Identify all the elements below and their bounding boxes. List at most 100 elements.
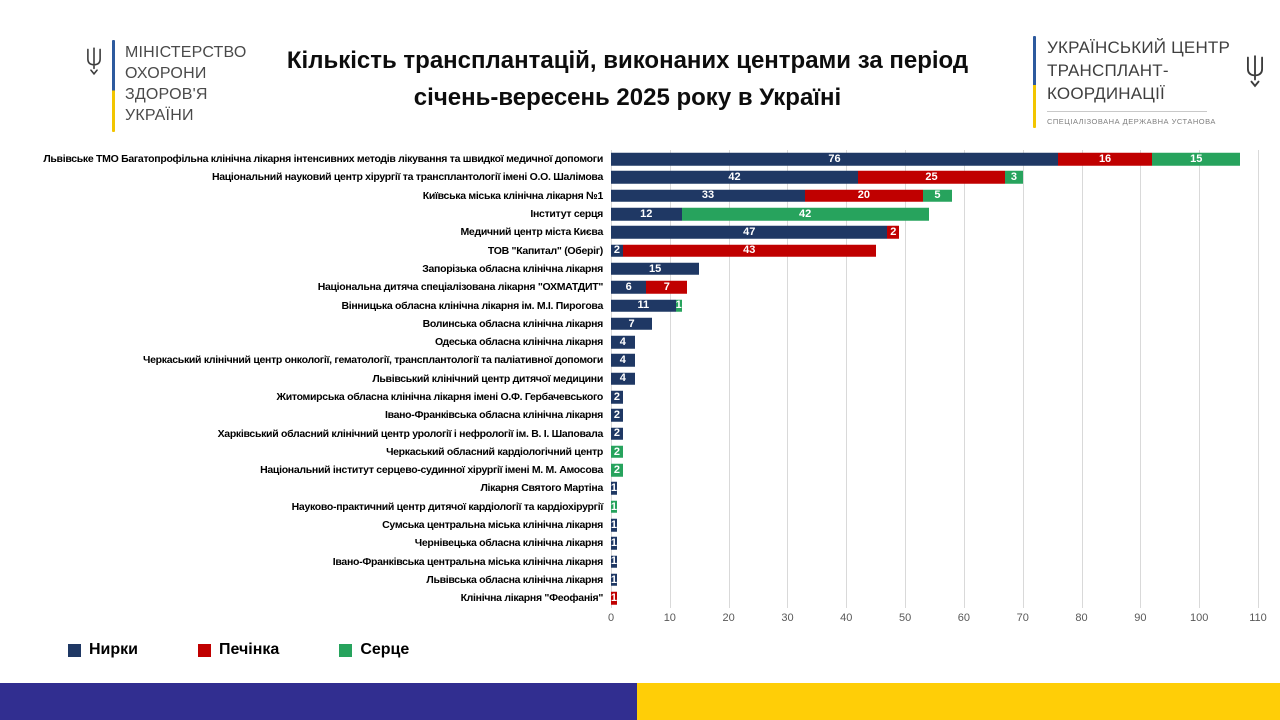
bar-value-label: 1 <box>610 555 617 568</box>
bar-value-label: 15 <box>648 262 662 275</box>
flag-footer <box>0 683 1280 720</box>
chart-row: Лікарня Святого Мартіна 1 <box>0 479 1280 497</box>
bar-segment-kidneys: 33 <box>611 189 806 202</box>
row-plot: 1 <box>611 553 1280 571</box>
moh-line: ОХОРОНИ <box>125 65 207 82</box>
bar-segment-heart: 1 <box>610 500 617 514</box>
uctc-logo-body: УКРАЇНСЬКИЙ ЦЕНТР ТРАНСПЛАНТ- КООРДИНАЦІ… <box>1047 36 1268 128</box>
kidneys-swatch-icon <box>68 643 81 657</box>
row-plot: 4 <box>611 370 1280 388</box>
row-plot: 4 <box>611 351 1280 369</box>
title-line-1: Кількість трансплантацій, виконаних цент… <box>286 47 969 74</box>
gridlines <box>0 150 1280 608</box>
bar-segment-liver: 7 <box>646 280 688 294</box>
heart-swatch-icon <box>339 643 353 657</box>
bar-value-label: 76 <box>828 152 841 165</box>
category-label: Національна дитяча спеціалізована лікарн… <box>317 281 604 294</box>
bar-value-label: 1 <box>610 500 617 513</box>
gridline <box>1199 150 1201 608</box>
bar-segment-kidneys: 2 <box>611 244 623 257</box>
x-tick-label: 80 <box>1075 612 1088 624</box>
chart-row: Національний інститут серцево-судинної х… <box>0 461 1280 479</box>
uctc-subtitle: СПЕЦІАЛІЗОВАНА ДЕРЖАВНА УСТАНОВА <box>1047 117 1216 126</box>
uctc-line: УКРАЇНСЬКИЙ ЦЕНТР <box>1047 38 1231 57</box>
x-tick-label: 100 <box>1189 612 1209 624</box>
chart-row: ТОВ "Капитал" (Оберіг) 2 43 <box>0 241 1280 259</box>
moh-line: МІНІСТЕРСТВО <box>125 44 247 61</box>
bar-segment-kidneys: 1 <box>611 537 617 550</box>
row-plot: 2 <box>611 424 1280 442</box>
flag-yellow-block <box>637 683 1280 720</box>
bar-value-label: 2 <box>613 463 620 476</box>
category-label: Івано-Франківська обласна клінічна лікар… <box>384 409 603 422</box>
legend-label: Нирки <box>89 641 139 658</box>
trident-icon <box>87 47 101 75</box>
row-plot: 11 1 <box>611 296 1280 314</box>
bar-segment-kidneys: 76 <box>611 152 1059 166</box>
row-plot: 15 <box>611 260 1280 278</box>
chart-row: Сумська центральна міська клінічна лікар… <box>0 516 1280 534</box>
chart-row: Одеська обласна клінічна лікарня 4 <box>0 333 1280 351</box>
gridline <box>787 150 789 608</box>
flag-divider-bar <box>1033 36 1036 128</box>
x-tick-label: 0 <box>607 612 615 624</box>
chart-row: Національний науковий центр хірургії та … <box>0 168 1280 186</box>
chart-row: Житомирська обласна клінічна лікарня іме… <box>0 388 1280 406</box>
bar-segment-heart: 3 <box>1005 171 1023 184</box>
x-tick-label: 90 <box>1134 612 1147 624</box>
gridline <box>846 150 848 608</box>
gridline <box>1140 150 1142 608</box>
bar-value-label: 1 <box>610 591 617 604</box>
row-plot: 2 <box>611 388 1280 406</box>
bar-segment-heart: 42 <box>681 207 929 221</box>
legend: Нирки Печінка Серце <box>68 641 469 659</box>
legend-item-liver: Печінка <box>198 641 279 659</box>
uctc-line: КООРДИНАЦІЇ <box>1047 84 1165 103</box>
row-plot: 4 <box>611 333 1280 351</box>
bar-value-label: 2 <box>613 408 620 421</box>
chart-row: Науково-практичний центр дитячої кардіол… <box>0 498 1280 516</box>
bar-segment-kidneys: 2 <box>611 409 623 422</box>
row-plot: 33 20 5 <box>611 187 1280 205</box>
row-plot: 2 <box>611 461 1280 479</box>
bar-segment-kidneys: 1 <box>610 518 617 532</box>
gridline <box>728 150 730 608</box>
category-label: Черкаський клінічний центр онкології, ге… <box>143 354 603 367</box>
x-tick-label: 110 <box>1249 612 1267 624</box>
category-label: Львівська обласна клінічна лікарня <box>426 573 603 586</box>
x-tick-label: 10 <box>663 612 676 624</box>
logo-divider-line <box>1047 111 1207 112</box>
bar-value-label: 2 <box>613 244 620 257</box>
bar-segment-heart: 5 <box>922 189 953 202</box>
row-plot: 1 <box>611 498 1280 516</box>
legend-label: Серце <box>360 641 410 658</box>
bar-segment-kidneys: 1 <box>611 573 617 587</box>
gridline <box>669 150 671 608</box>
moh-line: ЗДОРОВ'Я <box>125 86 208 103</box>
bar-value-label: 16 <box>1098 152 1112 165</box>
row-plot: 7 <box>611 315 1280 333</box>
chart-row: Медичний центр міста Києва 47 2 <box>0 223 1280 241</box>
uctc-logo: УКРАЇНСЬКИЙ ЦЕНТР ТРАНСПЛАНТ- КООРДИНАЦІ… <box>1033 36 1268 128</box>
bar-value-label: 7 <box>628 317 635 330</box>
bar-value-label: 1 <box>610 518 617 531</box>
bar-value-label: 20 <box>857 189 871 202</box>
chart-row: Волинська обласна клінічна лікарня 7 <box>0 315 1280 333</box>
chart-row: Івано-Франківська обласна клінічна лікар… <box>0 406 1280 424</box>
bar-value-label: 4 <box>619 335 626 348</box>
x-tick-label: 50 <box>898 612 912 624</box>
category-label: Львівське ТМО Багатопрофільна клінічна л… <box>43 153 603 166</box>
bar-value-label: 2 <box>613 427 620 440</box>
row-plot: 2 <box>611 406 1280 424</box>
chart-row: Черкаський клінічний центр онкології, ге… <box>0 351 1280 369</box>
bar-value-label: 4 <box>619 353 626 366</box>
trident-icon <box>1247 54 1264 87</box>
bar-segment-kidneys: 7 <box>611 317 653 331</box>
bar-segment-kidneys: 47 <box>611 226 888 239</box>
bar-value-label: 1 <box>610 481 617 494</box>
bar-segment-kidneys: 2 <box>611 427 623 440</box>
category-label: Волинська обласна клінічна лікарня <box>422 317 604 330</box>
x-tick-label: 20 <box>722 612 735 624</box>
bar-segment-liver: 25 <box>858 171 1006 184</box>
